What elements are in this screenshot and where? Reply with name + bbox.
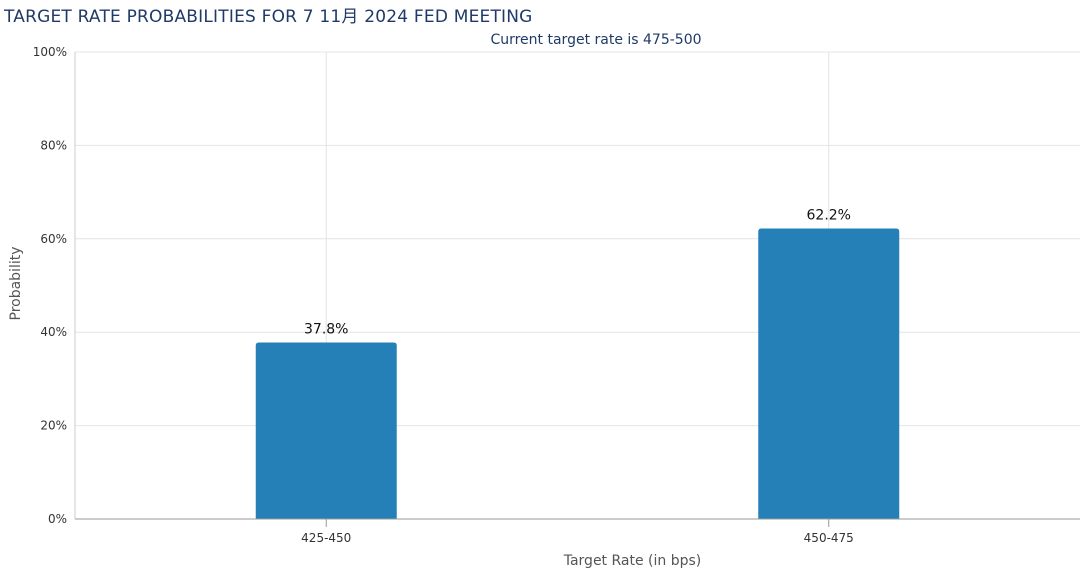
chart-title: TARGET RATE PROBABILITIES FOR 7 11月 2024… — [4, 7, 533, 27]
bar-425-450[interactable] — [255, 342, 397, 519]
x-tick-label-450-475: 450-475 — [804, 531, 854, 545]
y-tick-label: 40% — [40, 325, 67, 339]
axes — [74, 52, 1080, 520]
chart-subtitle: Current target rate is 475-500 — [490, 32, 702, 48]
y-tick-label: 80% — [40, 138, 67, 152]
data-label-450-475: 62.2% — [807, 208, 851, 224]
data-label-425-450: 37.8% — [304, 321, 348, 337]
x-axis-title: Target Rate (in bps) — [563, 553, 702, 569]
bars — [255, 228, 900, 519]
x-tick-label-425-450: 425-450 — [301, 531, 351, 545]
y-tick-label: 20% — [40, 419, 67, 433]
labels: 0% 20% 40% 60% 80% 100% 37.8% 425-450 62.2% 450-4… — [33, 45, 854, 545]
y-axis-title: Probability — [8, 246, 24, 320]
y-tick-label: 60% — [40, 232, 67, 246]
y-tick-label: 0% — [48, 512, 67, 526]
grid-lines — [75, 51, 1080, 527]
bar-450-475[interactable] — [758, 228, 900, 519]
y-tick-label: 100% — [33, 45, 67, 59]
